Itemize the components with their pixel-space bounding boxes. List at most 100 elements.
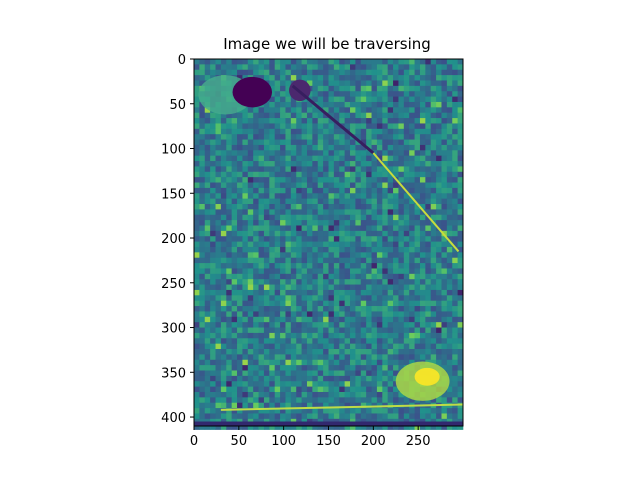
heatmap-cell — [253, 241, 259, 248]
heatmap-cell — [382, 246, 388, 253]
heatmap-cell — [247, 123, 254, 130]
heatmap-cell — [215, 424, 222, 430]
heatmap-cell — [393, 295, 399, 301]
heatmap-cell — [328, 263, 335, 269]
heatmap-cell — [306, 171, 313, 178]
heatmap-cell — [398, 209, 405, 216]
heatmap-cell — [210, 311, 216, 318]
heatmap-cell — [333, 69, 340, 76]
heatmap-cell — [355, 187, 362, 194]
heatmap-cell — [366, 413, 372, 420]
heatmap-cell — [253, 69, 259, 76]
heatmap-cell — [376, 338, 383, 344]
heatmap-cell — [215, 381, 222, 387]
heatmap-cell — [258, 59, 265, 65]
heatmap-cell — [393, 64, 399, 71]
heatmap-cell — [339, 338, 345, 344]
heatmap-cell — [382, 150, 388, 156]
heatmap-cell — [258, 257, 265, 264]
heatmap-cell — [328, 322, 335, 328]
heatmap-cell — [419, 284, 426, 291]
heatmap-cell — [306, 134, 313, 140]
heatmap-cell — [457, 311, 464, 318]
heatmap-cell — [285, 322, 292, 328]
heatmap-cell — [242, 413, 249, 420]
heatmap-cell — [296, 359, 302, 366]
heatmap-cell — [366, 365, 372, 371]
heatmap-cell — [355, 252, 362, 259]
heatmap-cell — [231, 220, 238, 226]
heatmap-cell — [393, 236, 399, 242]
heatmap-cell — [317, 391, 324, 398]
heatmap-cell — [414, 257, 421, 264]
heatmap-cell — [301, 295, 308, 301]
heatmap-cell — [253, 107, 259, 114]
heatmap-cell — [285, 230, 292, 237]
heatmap-cell — [237, 246, 243, 253]
heatmap-cell — [339, 59, 345, 65]
heatmap-cell — [457, 413, 464, 420]
heatmap-cell — [393, 246, 399, 253]
heatmap-cell — [430, 284, 437, 291]
heatmap-cell — [425, 59, 432, 65]
heatmap-cell — [269, 252, 275, 259]
heatmap-cell — [409, 123, 415, 130]
heatmap-cell — [237, 230, 243, 237]
heatmap-cell — [204, 332, 211, 339]
heatmap-cell — [323, 182, 329, 189]
heatmap-cell — [355, 375, 362, 382]
heatmap-cell — [452, 370, 458, 377]
heatmap-cell — [194, 289, 200, 296]
heatmap-cell — [231, 177, 238, 183]
heatmap-cell — [436, 268, 442, 275]
heatmap-cell — [333, 322, 340, 328]
heatmap-cell — [312, 408, 319, 414]
heatmap-cell — [237, 139, 243, 146]
heatmap-cell — [263, 204, 270, 210]
heatmap-cell — [253, 306, 259, 312]
heatmap-cell — [371, 123, 378, 130]
heatmap-cell — [274, 161, 281, 167]
heatmap-cell — [371, 118, 378, 124]
heatmap-cell — [280, 359, 286, 366]
heatmap-cell — [425, 257, 432, 264]
heatmap-cell — [247, 332, 254, 339]
heatmap-cell — [220, 311, 227, 318]
heatmap-cell — [376, 273, 383, 280]
heatmap-cell — [382, 349, 388, 355]
heatmap-cell — [280, 295, 286, 301]
heatmap-cell — [296, 284, 302, 291]
heatmap-cell — [306, 64, 313, 71]
heatmap-cell — [387, 343, 394, 350]
heatmap-cell — [220, 166, 227, 173]
heatmap-cell — [280, 123, 286, 130]
heatmap-cell — [360, 182, 367, 189]
heatmap-cell — [452, 268, 458, 275]
heatmap-cell — [360, 220, 367, 226]
heatmap-cell — [280, 187, 286, 194]
heatmap-cell — [290, 155, 297, 162]
heatmap-cell — [199, 370, 206, 377]
heatmap-cell — [387, 230, 394, 237]
heatmap-cell — [312, 402, 319, 409]
heatmap-cell — [312, 177, 319, 183]
heatmap-cell — [452, 349, 458, 355]
heatmap-cell — [301, 263, 308, 269]
heatmap-cell — [355, 96, 362, 103]
heatmap-cell — [290, 241, 297, 248]
heatmap-cell — [339, 375, 345, 382]
heatmap-cell — [387, 128, 394, 135]
heatmap-cell — [376, 182, 383, 189]
heatmap-cell — [301, 69, 308, 76]
heatmap-cell — [350, 59, 356, 65]
heatmap-cell — [371, 306, 378, 312]
heatmap-cell — [355, 327, 362, 334]
heatmap-cell — [301, 171, 308, 178]
heatmap-cell — [441, 424, 448, 430]
heatmap-cell — [274, 257, 281, 264]
heatmap-cell — [263, 230, 270, 237]
heatmap-cell — [263, 300, 270, 307]
heatmap-cell — [403, 413, 410, 420]
heatmap-cell — [430, 161, 437, 167]
heatmap-cell — [204, 386, 211, 393]
